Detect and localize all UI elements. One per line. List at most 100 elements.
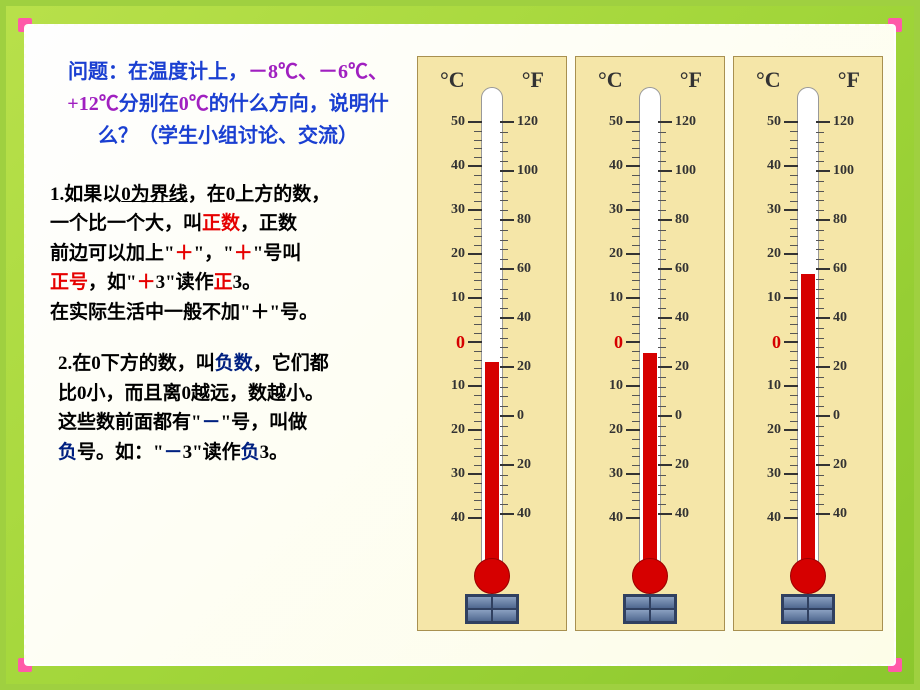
- fahrenheit-scale: 1201008060402002040: [658, 115, 718, 545]
- mercury-column: [485, 362, 499, 568]
- tick-label: 20: [517, 359, 531, 375]
- tick-label: 20: [675, 359, 689, 375]
- tick-label: 0: [675, 408, 682, 424]
- p1-red: ＋: [137, 272, 156, 293]
- p1-underline: 0为界线: [121, 184, 188, 205]
- tick-label: 10: [451, 290, 465, 306]
- celsius-scale: 5040302010010203040: [582, 115, 640, 545]
- tick-label: 10: [767, 378, 781, 394]
- celsius-scale: 5040302010010203040: [740, 115, 798, 545]
- p1-red: ＋: [234, 243, 253, 264]
- tick-label: 40: [609, 158, 623, 174]
- tick-label: 100: [517, 163, 538, 179]
- tick-label: 60: [833, 261, 847, 277]
- tick-label: 30: [451, 466, 465, 482]
- tick-label: 20: [451, 422, 465, 438]
- tick-label: 10: [451, 378, 465, 394]
- tick-label: 20: [609, 422, 623, 438]
- p1-red: 正号: [50, 272, 88, 293]
- tick-label: 40: [833, 506, 847, 522]
- thermometer: °C°F504030201001020304012010080604020020…: [575, 56, 725, 631]
- mercury-column: [801, 274, 815, 568]
- p2-navy: －: [202, 412, 221, 433]
- tick-label: 0: [614, 332, 623, 353]
- thermometer-column: °C°F504030201001020304012010080604020020…: [416, 26, 894, 664]
- fahrenheit-label: °F: [838, 67, 860, 93]
- tick-label: 60: [675, 261, 689, 277]
- tick-label: 10: [609, 290, 623, 306]
- p1-red: 正数: [202, 213, 240, 234]
- p1-text: 3。: [233, 272, 262, 293]
- tick-label: 20: [833, 457, 847, 473]
- p1-text: ，正数: [240, 213, 297, 234]
- minor-ticks: [472, 115, 482, 545]
- p2-text: 3。: [260, 442, 289, 463]
- tick-label: 40: [833, 310, 847, 326]
- thermo-base: [623, 594, 677, 624]
- tick-label: 0: [456, 332, 465, 353]
- p1-text: 3"读作: [156, 272, 214, 293]
- thermo-bulb: [790, 558, 826, 594]
- tick-label: 30: [609, 466, 623, 482]
- tick-label: 60: [517, 261, 531, 277]
- minor-ticks: [816, 115, 826, 545]
- fahrenheit-scale: 1201008060402002040: [816, 115, 876, 545]
- p2-text: 号。如：": [77, 442, 164, 463]
- tick-label: 40: [451, 510, 465, 526]
- paragraph-1: 1.如果以0为界线，在0上方的数， 一个比一个大，叫正数，正数 前边可以加上"＋…: [50, 180, 406, 327]
- p1-text: 1.如果以: [50, 184, 121, 205]
- tick-label: 120: [675, 114, 696, 130]
- tick-label: 20: [517, 457, 531, 473]
- tick-label: 80: [517, 212, 531, 228]
- question-block: 问题：在温度计上，－8℃、－6℃、 +12℃分别在0℃的什么方向，说明什 么？（…: [50, 56, 406, 152]
- p1-text: 前边可以加上": [50, 243, 175, 264]
- celsius-scale: 5040302010010203040: [424, 115, 482, 545]
- tick-label: 80: [833, 212, 847, 228]
- tick-label: 0: [833, 408, 840, 424]
- question-text: 分别在: [119, 93, 179, 115]
- p1-text: 一个比一个大，叫: [50, 213, 202, 234]
- p1-text: "，": [194, 243, 234, 264]
- tick-label: 30: [767, 466, 781, 482]
- tick-label: 50: [609, 114, 623, 130]
- thermo-bulb: [632, 558, 668, 594]
- thermo-bulb: [474, 558, 510, 594]
- tick-label: 50: [767, 114, 781, 130]
- thermometer: °C°F504030201001020304012010080604020020…: [417, 56, 567, 631]
- question-text: 么？（学生小组讨论、交流）: [98, 125, 358, 147]
- question-values: +12℃: [67, 93, 118, 115]
- p1-text: ，如": [88, 272, 137, 293]
- p2-navy: 负数: [215, 353, 253, 374]
- tick-label: 40: [675, 310, 689, 326]
- text-column: 问题：在温度计上，－8℃、－6℃、 +12℃分别在0℃的什么方向，说明什 么？（…: [26, 26, 416, 664]
- mercury-column: [643, 353, 657, 568]
- tick-label: 40: [451, 158, 465, 174]
- p2-text: 2.在0下方的数，叫: [58, 353, 215, 374]
- tick-label: 0: [517, 408, 524, 424]
- tick-label: 30: [609, 202, 623, 218]
- tick-label: 100: [675, 163, 696, 179]
- content-frame: 问题：在温度计上，－8℃、－6℃、 +12℃分别在0℃的什么方向，说明什 么？（…: [24, 24, 896, 666]
- p1-text: "号叫: [253, 243, 302, 264]
- celsius-label: °C: [598, 67, 623, 93]
- question-text: 的什么方向，说明什: [209, 93, 389, 115]
- minor-ticks: [500, 115, 510, 545]
- tick-label: 40: [517, 310, 531, 326]
- p2-text: "号，叫做: [221, 412, 308, 433]
- thermometer: °C°F504030201001020304012010080604020020…: [733, 56, 883, 631]
- tick-label: 20: [767, 246, 781, 262]
- tick-label: 80: [675, 212, 689, 228]
- fahrenheit-label: °F: [522, 67, 544, 93]
- fahrenheit-scale: 1201008060402002040: [500, 115, 560, 545]
- p2-text: 比0小，而且离0越远，数越小。: [58, 383, 324, 404]
- tick-label: 20: [767, 422, 781, 438]
- paragraph-2: 2.在0下方的数，叫负数，它们都 比0小，而且离0越远，数越小。 这些数前面都有…: [50, 349, 406, 467]
- question-zero: 0℃: [179, 93, 209, 115]
- tick-label: 30: [767, 202, 781, 218]
- p2-text: ，它们都: [253, 353, 329, 374]
- tick-label: 10: [767, 290, 781, 306]
- minor-ticks: [630, 115, 640, 545]
- celsius-label: °C: [756, 67, 781, 93]
- question-text: 问题：在温度计上，: [68, 61, 248, 83]
- tick-label: 40: [767, 510, 781, 526]
